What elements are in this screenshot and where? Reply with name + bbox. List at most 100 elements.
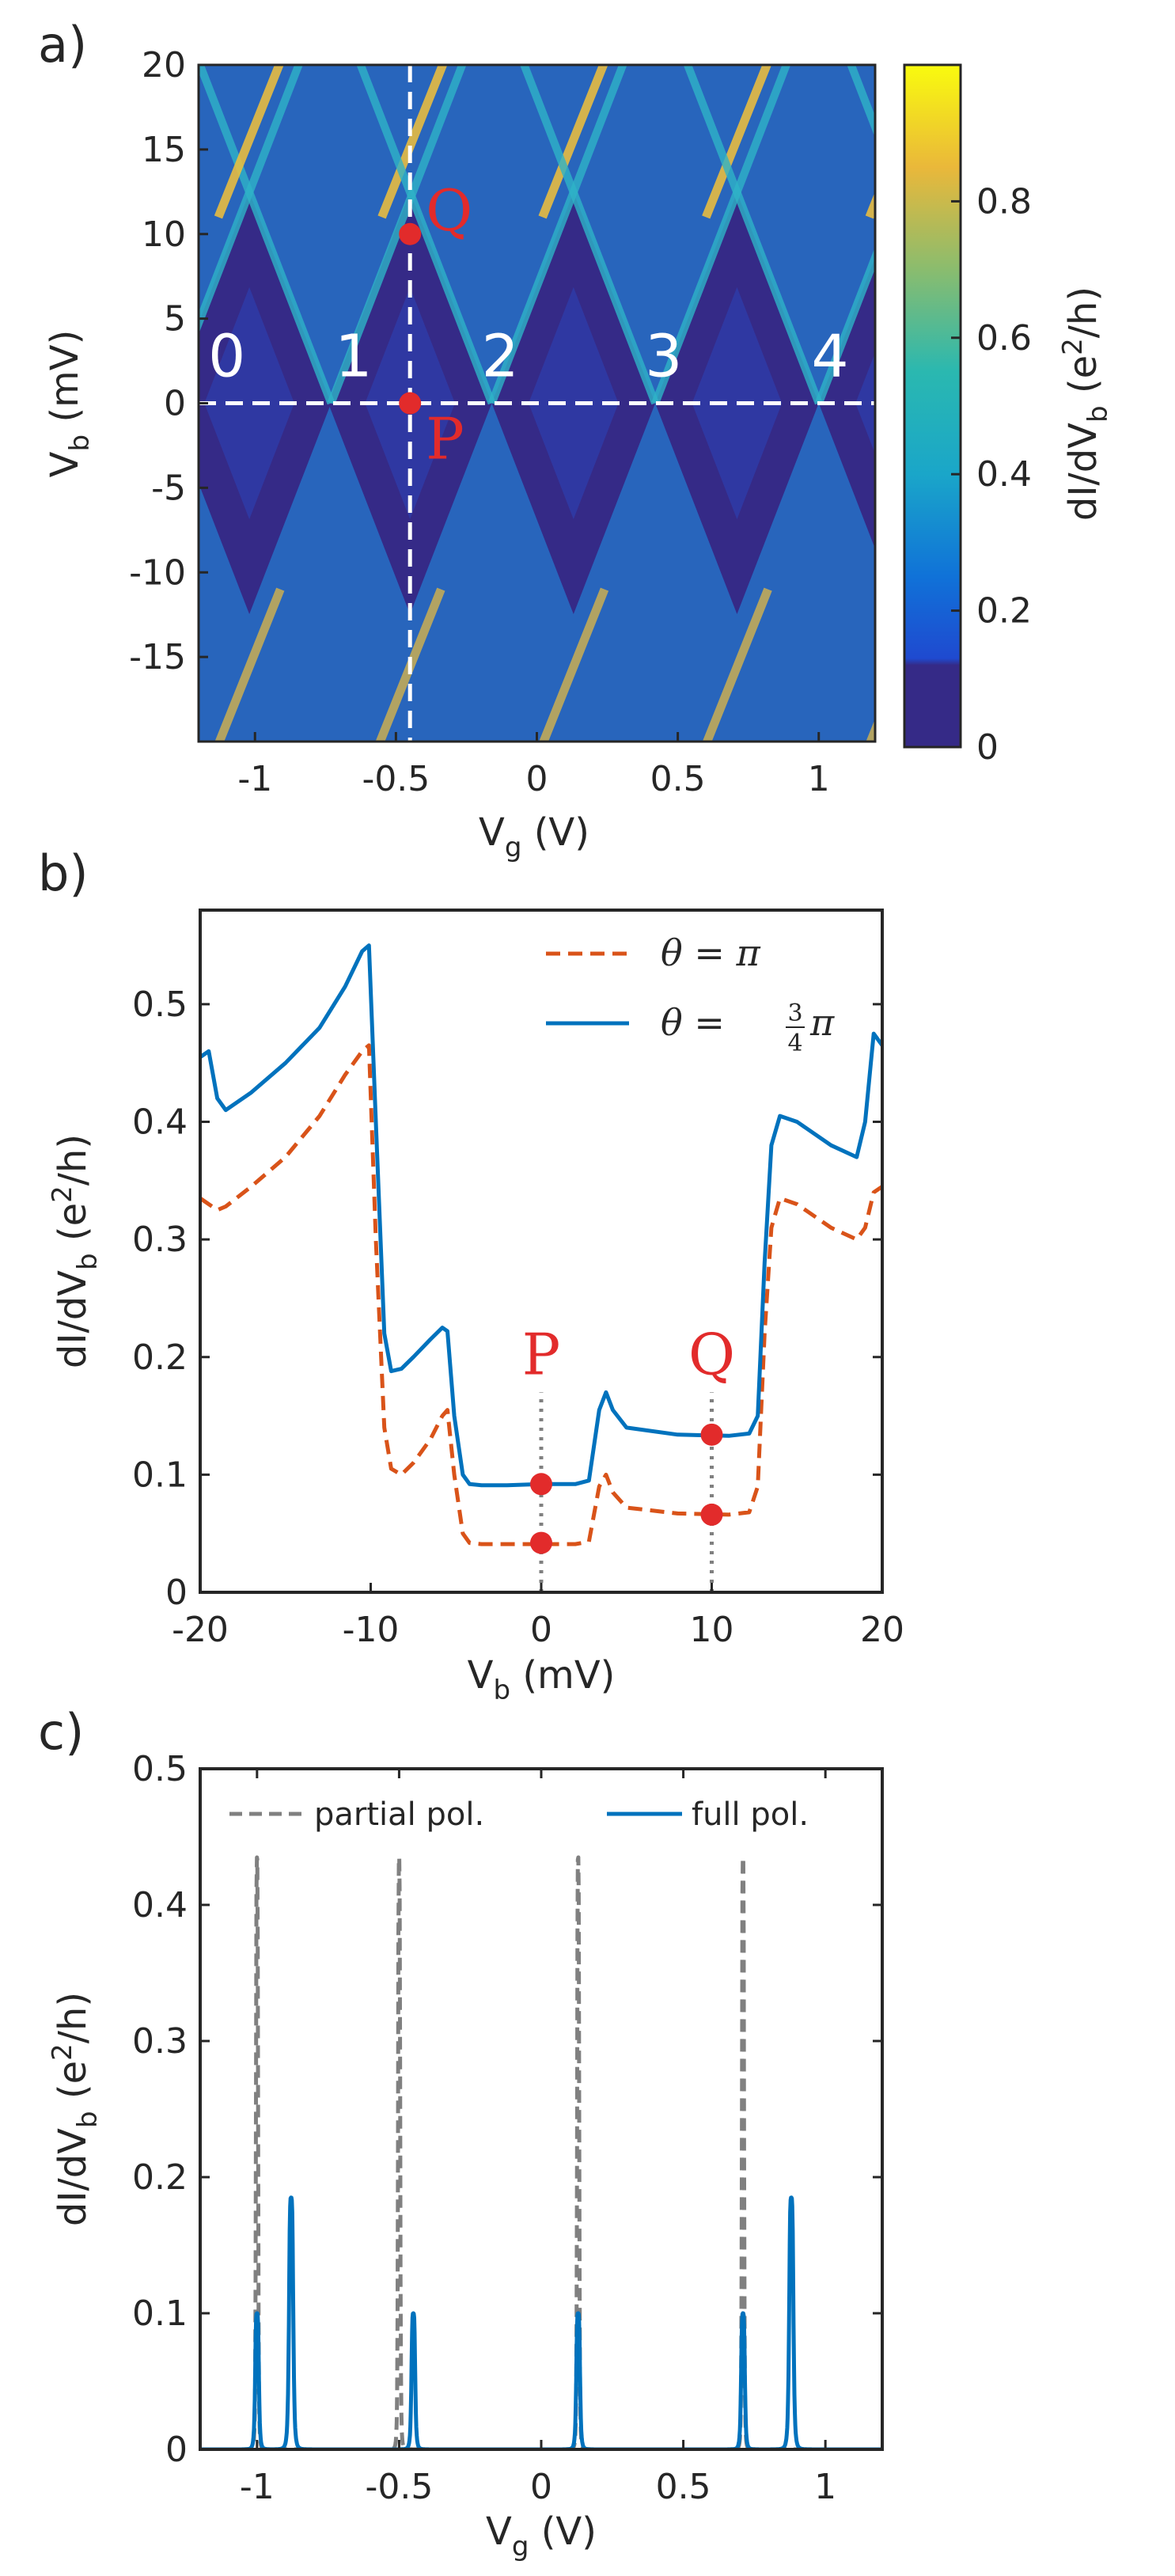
resonance-streak	[1033, 48, 1101, 218]
y-tick-label: 5	[164, 299, 186, 340]
charge-label: 1	[335, 322, 372, 390]
resonance-streak	[375, 587, 445, 742]
y-tick-label: 20	[142, 45, 186, 85]
transition-line	[520, 65, 659, 405]
colorbar-tick-label: 0.2	[976, 591, 1032, 632]
resonance-streak	[702, 587, 772, 742]
transition-line	[815, 246, 875, 405]
legend-pi: π	[809, 1001, 835, 1044]
y-tick-label: 0.3	[132, 1220, 188, 1260]
x-tick-label: 1	[808, 759, 830, 799]
y-tick-label: 0.4	[132, 1885, 188, 1925]
legend-frac-den: 4	[787, 1030, 802, 1057]
panel-c-label: c)	[38, 1703, 84, 1761]
transition-line	[487, 65, 627, 405]
x-tick-label: -0.5	[365, 2467, 433, 2507]
plot-b-y-ticks: 0 0.1 0.2 0.3 0.4 0.5	[132, 984, 882, 1613]
y-tick-label: 0.1	[132, 2293, 188, 2334]
y-tick-label: -5	[151, 468, 186, 508]
marker-label-p: P	[426, 406, 464, 472]
colorbar-label: dI/dVb (e2/h)	[1057, 286, 1114, 521]
charge-label: 0	[208, 322, 245, 390]
plot-b-x-axis-label: Vb (mV)	[468, 1653, 616, 1706]
legend-partial-pol: partial pol.	[314, 1796, 484, 1833]
legend-full-pol: full pol.	[692, 1796, 809, 1833]
y-tick-label: 0.1	[132, 1455, 188, 1495]
heatmap-y-ticks: 20 15 10 5 0 -5 -10 -15	[129, 45, 208, 677]
plot-c-legend: partial pol. full pol.	[229, 1796, 809, 1833]
resonance-streak	[702, 65, 772, 219]
y-tick-label: -10	[129, 552, 186, 593]
colorbar-gradient	[904, 65, 961, 747]
legend-theta-3-4-pi: θ =	[661, 1001, 725, 1044]
resonance-streak	[377, 65, 448, 219]
y-tick-label: 0.2	[132, 1337, 188, 1378]
transition-line	[651, 65, 791, 405]
x-tick-label: 0.5	[656, 2467, 711, 2507]
charge-state-labels: 0 1 2 3 4	[208, 322, 848, 390]
heatmap-markers: QP	[399, 177, 472, 472]
colorbar-tick-label: 0.8	[976, 181, 1032, 222]
marker-q	[700, 1503, 723, 1526]
plot-b-legend: θ = π θ = 3 4 π	[546, 931, 835, 1057]
legend-theta-pi: θ = π	[661, 931, 760, 974]
excited-diamond	[204, 286, 294, 520]
x-tick-label: 0	[530, 2467, 552, 2507]
x-tick-label: -1	[240, 2467, 275, 2507]
series-line-1	[200, 943, 882, 1488]
plot-c-y-ticks: 0 0.1 0.2 0.3 0.4 0.5	[132, 1749, 882, 2470]
x-tick-label: 0	[530, 1610, 552, 1650]
transition-line	[199, 65, 335, 405]
resonance-streak	[214, 587, 285, 742]
plot-b-y-axis-label: dI/dVb (e2/h)	[47, 1134, 104, 1368]
y-tick-label: 15	[142, 130, 186, 170]
resonance-streak	[214, 65, 284, 219]
transition-line	[683, 65, 823, 405]
x-tick-label: -10	[343, 1610, 400, 1650]
heatmap-y-axis-label: Vb (mV)	[43, 330, 96, 478]
marker-label-q: Q	[688, 1321, 735, 1387]
y-tick-label: 10	[142, 214, 186, 255]
x-tick-label: -1	[237, 759, 272, 799]
colorbar-tick-label: 0.4	[976, 454, 1032, 495]
marker-label-p: P	[522, 1321, 560, 1387]
colorbar-ticks: 0 0.2 0.4 0.6 0.8	[951, 181, 1032, 768]
heatmap-x-ticks: -1 -0.5 0 0.5 1	[237, 732, 830, 799]
marker-label-q: Q	[426, 177, 472, 244]
x-tick-label: 1	[814, 2467, 836, 2507]
transition-line	[199, 65, 303, 335]
colorbar-frame	[903, 63, 962, 749]
legend-frac-num: 3	[787, 1000, 802, 1027]
charge-label: 4	[811, 322, 848, 390]
panel-a-label: a)	[38, 16, 87, 74]
plot-b-x-ticks: -20 -10 0 10 20	[172, 1583, 904, 1650]
resonance-streak	[49, 590, 117, 759]
y-tick-label: 0.5	[132, 984, 188, 1025]
gate-cut-plot: -1 -0.5 0 0.5 1 0 0.1 0.2 0.3 0.4 0.5 partial pol…	[132, 1749, 884, 2507]
marker-p	[530, 1473, 552, 1496]
marker-q	[399, 222, 422, 245]
marker-q	[700, 1423, 723, 1446]
heatmap-x-axis-label: Vg (V)	[479, 810, 589, 863]
charge-label: 2	[482, 322, 519, 390]
plot-b-series	[200, 943, 882, 1592]
resonance-streak	[539, 587, 609, 742]
y-tick-label: 0.3	[132, 2021, 188, 2062]
transition-line	[356, 65, 496, 405]
y-tick-label: -15	[129, 637, 186, 677]
resonance-streak	[538, 65, 608, 219]
marker-p	[530, 1531, 552, 1554]
x-tick-label: 0	[526, 759, 548, 799]
excited-diamond	[855, 352, 875, 454]
charge-label: 3	[645, 322, 682, 390]
transition-line	[327, 65, 467, 405]
y-tick-label: 0.4	[132, 1102, 188, 1143]
x-tick-label: 10	[690, 1610, 734, 1650]
plot-c-background	[200, 1769, 882, 2449]
y-tick-label: 0.5	[132, 1749, 188, 1789]
plot-c-y-axis-label: dI/dVb (e2/h)	[47, 1992, 104, 2226]
y-tick-label: 0	[165, 1573, 188, 1613]
colorbar: 0 0.2 0.4 0.6 0.8	[903, 63, 1032, 768]
